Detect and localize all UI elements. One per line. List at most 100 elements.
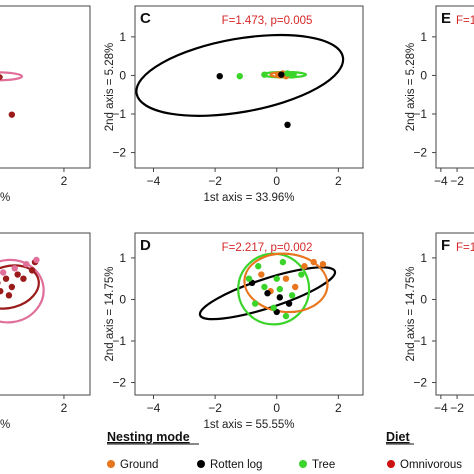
panel-letter: D xyxy=(140,237,151,254)
data-point xyxy=(261,283,268,291)
data-point xyxy=(292,283,299,291)
y-tick-label: −1 xyxy=(413,107,427,121)
panel-frame xyxy=(435,232,474,396)
panel-c: −4 −2 0 2 1 0 −1 −2 1st axis = 33.96% 2nd axis = … xyxy=(104,5,364,204)
y-tick-label: −2 xyxy=(413,376,427,390)
y-tick-label: 0 xyxy=(420,292,427,306)
panel-statistic: F=2.217, p=0.002 xyxy=(222,242,313,254)
y-tick-label: 1 xyxy=(119,30,126,44)
x-axis-label-fragment: % xyxy=(0,192,10,204)
x-tick-label: 2 xyxy=(61,174,68,188)
legend-label: Tree xyxy=(312,459,335,471)
y-tick-label: 1 xyxy=(119,251,126,265)
panel-frame xyxy=(134,5,364,169)
data-point xyxy=(216,73,223,80)
x-tick-label: 0 xyxy=(273,174,280,188)
legend-marker xyxy=(197,460,205,468)
y-axis-label: 2nd axis = 14.75% xyxy=(104,267,116,362)
x-tick-label: −2 xyxy=(208,401,222,415)
panel-partial-3: 2% xyxy=(0,232,91,431)
data-point xyxy=(0,269,7,276)
x-axis-label-fragment: % xyxy=(0,419,10,431)
x-tick-label: 2 xyxy=(335,174,342,188)
confidence-ellipse xyxy=(0,74,3,81)
x-tick-label: 2 xyxy=(335,401,342,415)
data-point xyxy=(8,283,16,291)
x-tick-label: −4 xyxy=(434,174,448,188)
x-tick-label: −2 xyxy=(450,174,464,188)
confidence-ellipse xyxy=(0,264,40,310)
confidence-ellipse xyxy=(135,33,345,117)
x-tick-label: −2 xyxy=(450,401,464,415)
plot-area xyxy=(0,71,24,118)
data-point xyxy=(236,73,243,80)
data-point xyxy=(258,271,265,278)
y-tick-label: 1 xyxy=(420,30,427,44)
data-point xyxy=(319,260,327,268)
panel-statistic: F=1.36 xyxy=(456,15,474,27)
legend-marker xyxy=(299,460,307,468)
x-tick-label: −4 xyxy=(147,401,161,415)
y-tick-label: 0 xyxy=(420,68,427,82)
data-point xyxy=(288,292,296,299)
x-tick-label: 0 xyxy=(273,401,280,415)
confidence-ellipse xyxy=(0,258,45,324)
y-tick-label: −1 xyxy=(112,334,126,348)
x-axis-label: 1st axis = 55.55% xyxy=(203,419,294,431)
y-tick-label: −2 xyxy=(112,146,126,160)
legend-marker xyxy=(107,460,115,468)
data-point xyxy=(20,275,27,282)
plot-area xyxy=(0,256,45,324)
data-point xyxy=(282,275,290,282)
legend-label: Rotten log xyxy=(210,459,262,471)
data-point xyxy=(33,256,40,264)
legend-label: Ground xyxy=(120,459,158,471)
data-point xyxy=(2,275,10,282)
panel-frame xyxy=(0,232,91,396)
data-point xyxy=(0,287,4,295)
panel-statistic: F=1.67 xyxy=(456,242,474,254)
y-tick-label: −2 xyxy=(413,146,427,160)
panel-d: −4 −2 0 2 1 0 −1 −2 1st axis = 55.55% 2nd axis = … xyxy=(104,232,364,431)
data-point xyxy=(11,265,18,272)
plot-area xyxy=(135,33,345,128)
data-point xyxy=(282,312,290,320)
legend-marker xyxy=(387,460,395,468)
panel-frame xyxy=(134,232,364,396)
x-tick-label: −4 xyxy=(434,401,448,415)
confidence-ellipse xyxy=(237,252,311,326)
panel-partial-0: 2% xyxy=(0,5,91,204)
confidence-ellipse xyxy=(243,252,329,314)
data-point xyxy=(14,271,21,278)
panel-statistic: F=1.473, p=0.005 xyxy=(222,15,313,27)
data-point xyxy=(276,294,284,301)
data-point xyxy=(270,304,277,311)
data-point xyxy=(245,275,253,282)
y-tick-label: 0 xyxy=(119,292,126,306)
x-tick-label: −4 xyxy=(147,174,161,188)
y-tick-label: −1 xyxy=(413,334,427,348)
legend-title-nesting: Nesting mode xyxy=(107,430,190,444)
data-point xyxy=(0,281,1,285)
legend-title-diet: Diet xyxy=(386,430,410,444)
data-point xyxy=(255,263,262,270)
panel-letter: F xyxy=(441,237,450,254)
legend: Nesting mode Ground Rotten log Tree Diet Omni… xyxy=(107,430,462,471)
data-point xyxy=(273,275,280,282)
data-point xyxy=(28,267,36,274)
data-point xyxy=(298,271,305,278)
confidence-ellipse xyxy=(0,71,24,82)
data-point xyxy=(23,260,30,268)
y-axis-label: 2nd axis = 5.28% xyxy=(104,43,116,132)
data-point xyxy=(0,74,1,78)
y-tick-label: 1 xyxy=(420,251,427,265)
legend-label: Omnivorous xyxy=(400,459,462,471)
data-point xyxy=(290,71,297,78)
data-point xyxy=(251,300,259,307)
x-axis-label: 1st axis = 33.96% xyxy=(203,192,294,204)
data-point xyxy=(284,121,291,128)
data-point xyxy=(5,292,13,299)
panel-letter: C xyxy=(140,10,151,27)
